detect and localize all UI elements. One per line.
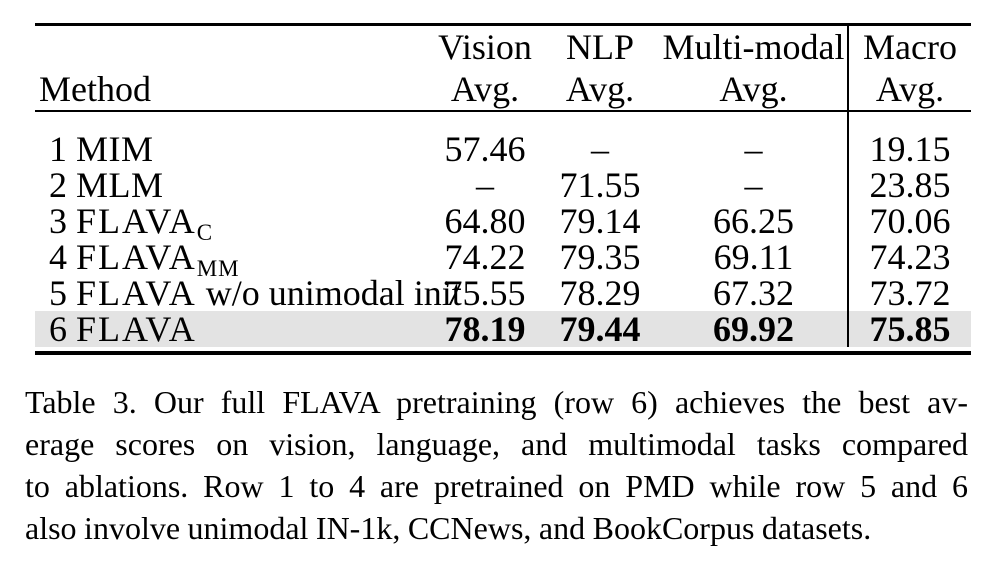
cell-vision-avg: 64.80 (444, 201, 526, 241)
table-row-flava-c: 3 FLAVAC 64.80 79.14 66.25 70.06 (35, 201, 971, 244)
method-name: FLAVA (76, 201, 197, 241)
cell-vision-avg: 75.55 (444, 273, 526, 313)
method-name: FLAVA (76, 273, 197, 313)
cell-vision-avg: 74.22 (444, 237, 526, 277)
col-header-vision-line2: Avg. (450, 69, 520, 109)
col-header-method: Method (35, 26, 430, 111)
cell-nlp-avg: 78.29 (559, 273, 641, 313)
method-label: 6 FLAVA (35, 311, 430, 347)
caption-line-3: to ablations. Row 1 to 4 are pretrained … (25, 468, 968, 504)
row-number: 6 (49, 309, 67, 349)
cell-nlp-avg: 79.44 (540, 311, 660, 347)
row-number: 4 (49, 237, 67, 277)
cell-macro-avg: 75.85 (847, 311, 971, 347)
cell-nlp-avg: – (591, 129, 609, 169)
table-row-mim: 1 MIM 57.46 – – 19.15 (35, 131, 971, 167)
col-header-method-label: Method (39, 69, 151, 109)
cell-nlp-avg: 79.14 (559, 201, 641, 241)
cell-multimodal-avg: 69.92 (660, 311, 848, 347)
method-name: FLAVA (76, 237, 197, 277)
caption-line-1: Table 3. Our full FLAVA pretraining (row… (25, 384, 968, 420)
col-header-multimodal-avg: Multi-modal Avg. (660, 26, 848, 111)
col-header-macro-avg: Macro Avg. (847, 26, 971, 111)
method-name: MIM (76, 129, 154, 169)
cell-multimodal-avg: – (744, 165, 763, 205)
cell-multimodal-avg: – (744, 129, 763, 169)
cell-multimodal-avg: 67.32 (713, 273, 794, 313)
cell-vision-avg: 57.46 (444, 129, 526, 169)
caption-line-2: erage scores on vision, language, and mu… (25, 426, 968, 462)
col-header-macro-line1: Macro (863, 27, 957, 67)
caption-line-4: also involve unimodal IN-1k, CCNews, and… (25, 510, 872, 546)
method-label: 4 FLAVAMM (35, 237, 430, 280)
col-header-multimodal-line1: Multi-modal (662, 27, 845, 67)
method-subscript: MM (196, 256, 240, 281)
col-header-vision-avg: Vision Avg. (430, 26, 540, 111)
method-label: 1 MIM (35, 131, 430, 167)
row-number: 2 (49, 165, 67, 205)
cell-nlp-avg: 79.35 (559, 237, 641, 277)
table-row-mlm: 2 MLM – 71.55 – 23.85 (35, 167, 971, 203)
row-number: 1 (49, 129, 67, 169)
table-caption: Table 3. Our full FLAVA pretraining (row… (25, 381, 968, 549)
ablation-table: Method Vision Avg. NLP Avg. Multi-modal … (35, 26, 971, 347)
method-subscript: C (196, 220, 214, 245)
row-number: 5 (49, 273, 67, 313)
cell-macro-avg: 19.15 (847, 131, 971, 167)
method-name: MLM (76, 165, 164, 205)
cell-macro-avg: 23.85 (847, 167, 971, 203)
method-name: FLAVA (76, 309, 197, 349)
cell-macro-avg: 70.06 (847, 203, 971, 239)
col-header-vision-line1: Vision (438, 27, 532, 67)
row-number: 3 (49, 201, 67, 241)
cell-nlp-avg: 71.55 (559, 165, 641, 205)
table-row-flava-mm: 4 FLAVAMM 74.22 79.35 69.11 74.23 (35, 237, 971, 280)
col-header-nlp-avg: NLP Avg. (540, 26, 660, 111)
method-label: 5 FLAVA w/o unimodal init (35, 273, 462, 313)
table-row-flava-wo-unimodal-init: 5 FLAVA w/o unimodal init 75.55 78.29 67… (35, 275, 971, 311)
cell-vision-avg: – (476, 165, 494, 205)
cell-macro-avg: 73.72 (847, 275, 971, 311)
results-table: Method Vision Avg. NLP Avg. Multi-modal … (35, 23, 971, 355)
table-row-flava-full-highlighted: 6 FLAVA 78.19 79.44 69.92 75.85 (35, 311, 971, 347)
col-header-multimodal-line2: Avg. (719, 69, 788, 109)
cell-multimodal-avg: 66.25 (713, 201, 794, 241)
header-body-gap (35, 111, 971, 131)
cell-vision-avg: 78.19 (430, 311, 540, 347)
col-header-macro-line2: Avg. (875, 69, 945, 109)
header-row: Method Vision Avg. NLP Avg. Multi-modal … (35, 26, 971, 111)
method-label: 3 FLAVAC (35, 201, 430, 244)
method-suffix: w/o unimodal init (196, 273, 462, 313)
cell-macro-avg: 74.23 (847, 239, 971, 275)
table-header: Method Vision Avg. NLP Avg. Multi-modal … (35, 26, 971, 111)
col-header-nlp-line2: Avg. (565, 69, 635, 109)
col-header-nlp-line1: NLP (565, 27, 634, 67)
cell-multimodal-avg: 69.11 (713, 237, 794, 277)
method-label: 2 MLM (35, 167, 430, 203)
